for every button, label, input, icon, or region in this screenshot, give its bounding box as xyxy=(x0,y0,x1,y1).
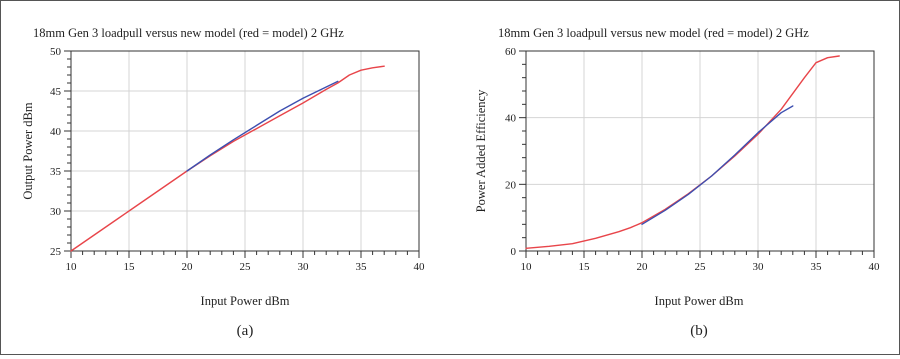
chart-a-ylabel: Output Power dBm xyxy=(21,102,35,200)
chart-b-x-tick-label: 25 xyxy=(695,261,707,273)
plot-b: 10 15 20 25 30 35 40 0 20 40 60 xyxy=(505,46,880,273)
chart-a-x-tick-label: 25 xyxy=(240,261,252,273)
plot-a: 10 15 20 25 30 35 40 25 30 35 40 45 50 xyxy=(50,46,425,273)
chart-a-y-tick-label: 50 xyxy=(50,46,62,58)
caption-b: (b) xyxy=(690,323,708,339)
chart-b-x-tick-label: 35 xyxy=(811,261,823,273)
chart-b-series-measured-line xyxy=(641,105,794,226)
chart-b-y-tick-label: 40 xyxy=(505,113,517,125)
chart-b-ylabel: Power Added Efficiency xyxy=(474,89,488,212)
chart-b-x-tick-label: 15 xyxy=(579,261,591,273)
chart-b-series-model-line xyxy=(525,55,840,250)
chart-b-x-tick-label: 30 xyxy=(753,261,765,273)
chart-a-xlabel: Input Power dBm xyxy=(201,294,290,308)
chart-b-y-tick-label: 60 xyxy=(505,46,517,58)
chart-b-title: 18mm Gen 3 loadpull versus new model (re… xyxy=(498,26,809,40)
chart-b-y-tick-label: 20 xyxy=(505,179,517,191)
chart-a-x-tick-label: 35 xyxy=(356,261,368,273)
chart-a-y-tick-label: 45 xyxy=(50,86,62,98)
chart-a-title: 18mm Gen 3 loadpull versus new model (re… xyxy=(33,26,344,40)
chart-b-x-tick-label: 40 xyxy=(869,261,881,273)
chart-a-y-tick-label: 30 xyxy=(50,206,62,218)
chart-a-x-tick-label: 10 xyxy=(66,261,78,273)
chart-a-x-tick-label: 15 xyxy=(124,261,136,273)
chart-a-y-tick-label: 35 xyxy=(50,166,62,178)
chart-a-x-tick-label: 30 xyxy=(298,261,310,273)
chart-a-x-tick-label: 40 xyxy=(414,261,426,273)
chart-a-series-model-line xyxy=(70,65,385,252)
chart-b-x-tick-label: 20 xyxy=(637,261,649,273)
caption-a: (a) xyxy=(237,323,254,339)
chart-b-xlabel: Input Power dBm xyxy=(655,294,744,308)
chart-a-series-measured-line xyxy=(186,80,339,172)
chart-a-x-tick-label: 20 xyxy=(182,261,194,273)
chart-b-y-tick-label: 0 xyxy=(511,246,517,258)
chart-b-x-tick-label: 10 xyxy=(521,261,533,273)
chart-a-y-tick-label: 40 xyxy=(50,126,62,138)
chart-a-y-tick-label: 25 xyxy=(50,246,62,258)
